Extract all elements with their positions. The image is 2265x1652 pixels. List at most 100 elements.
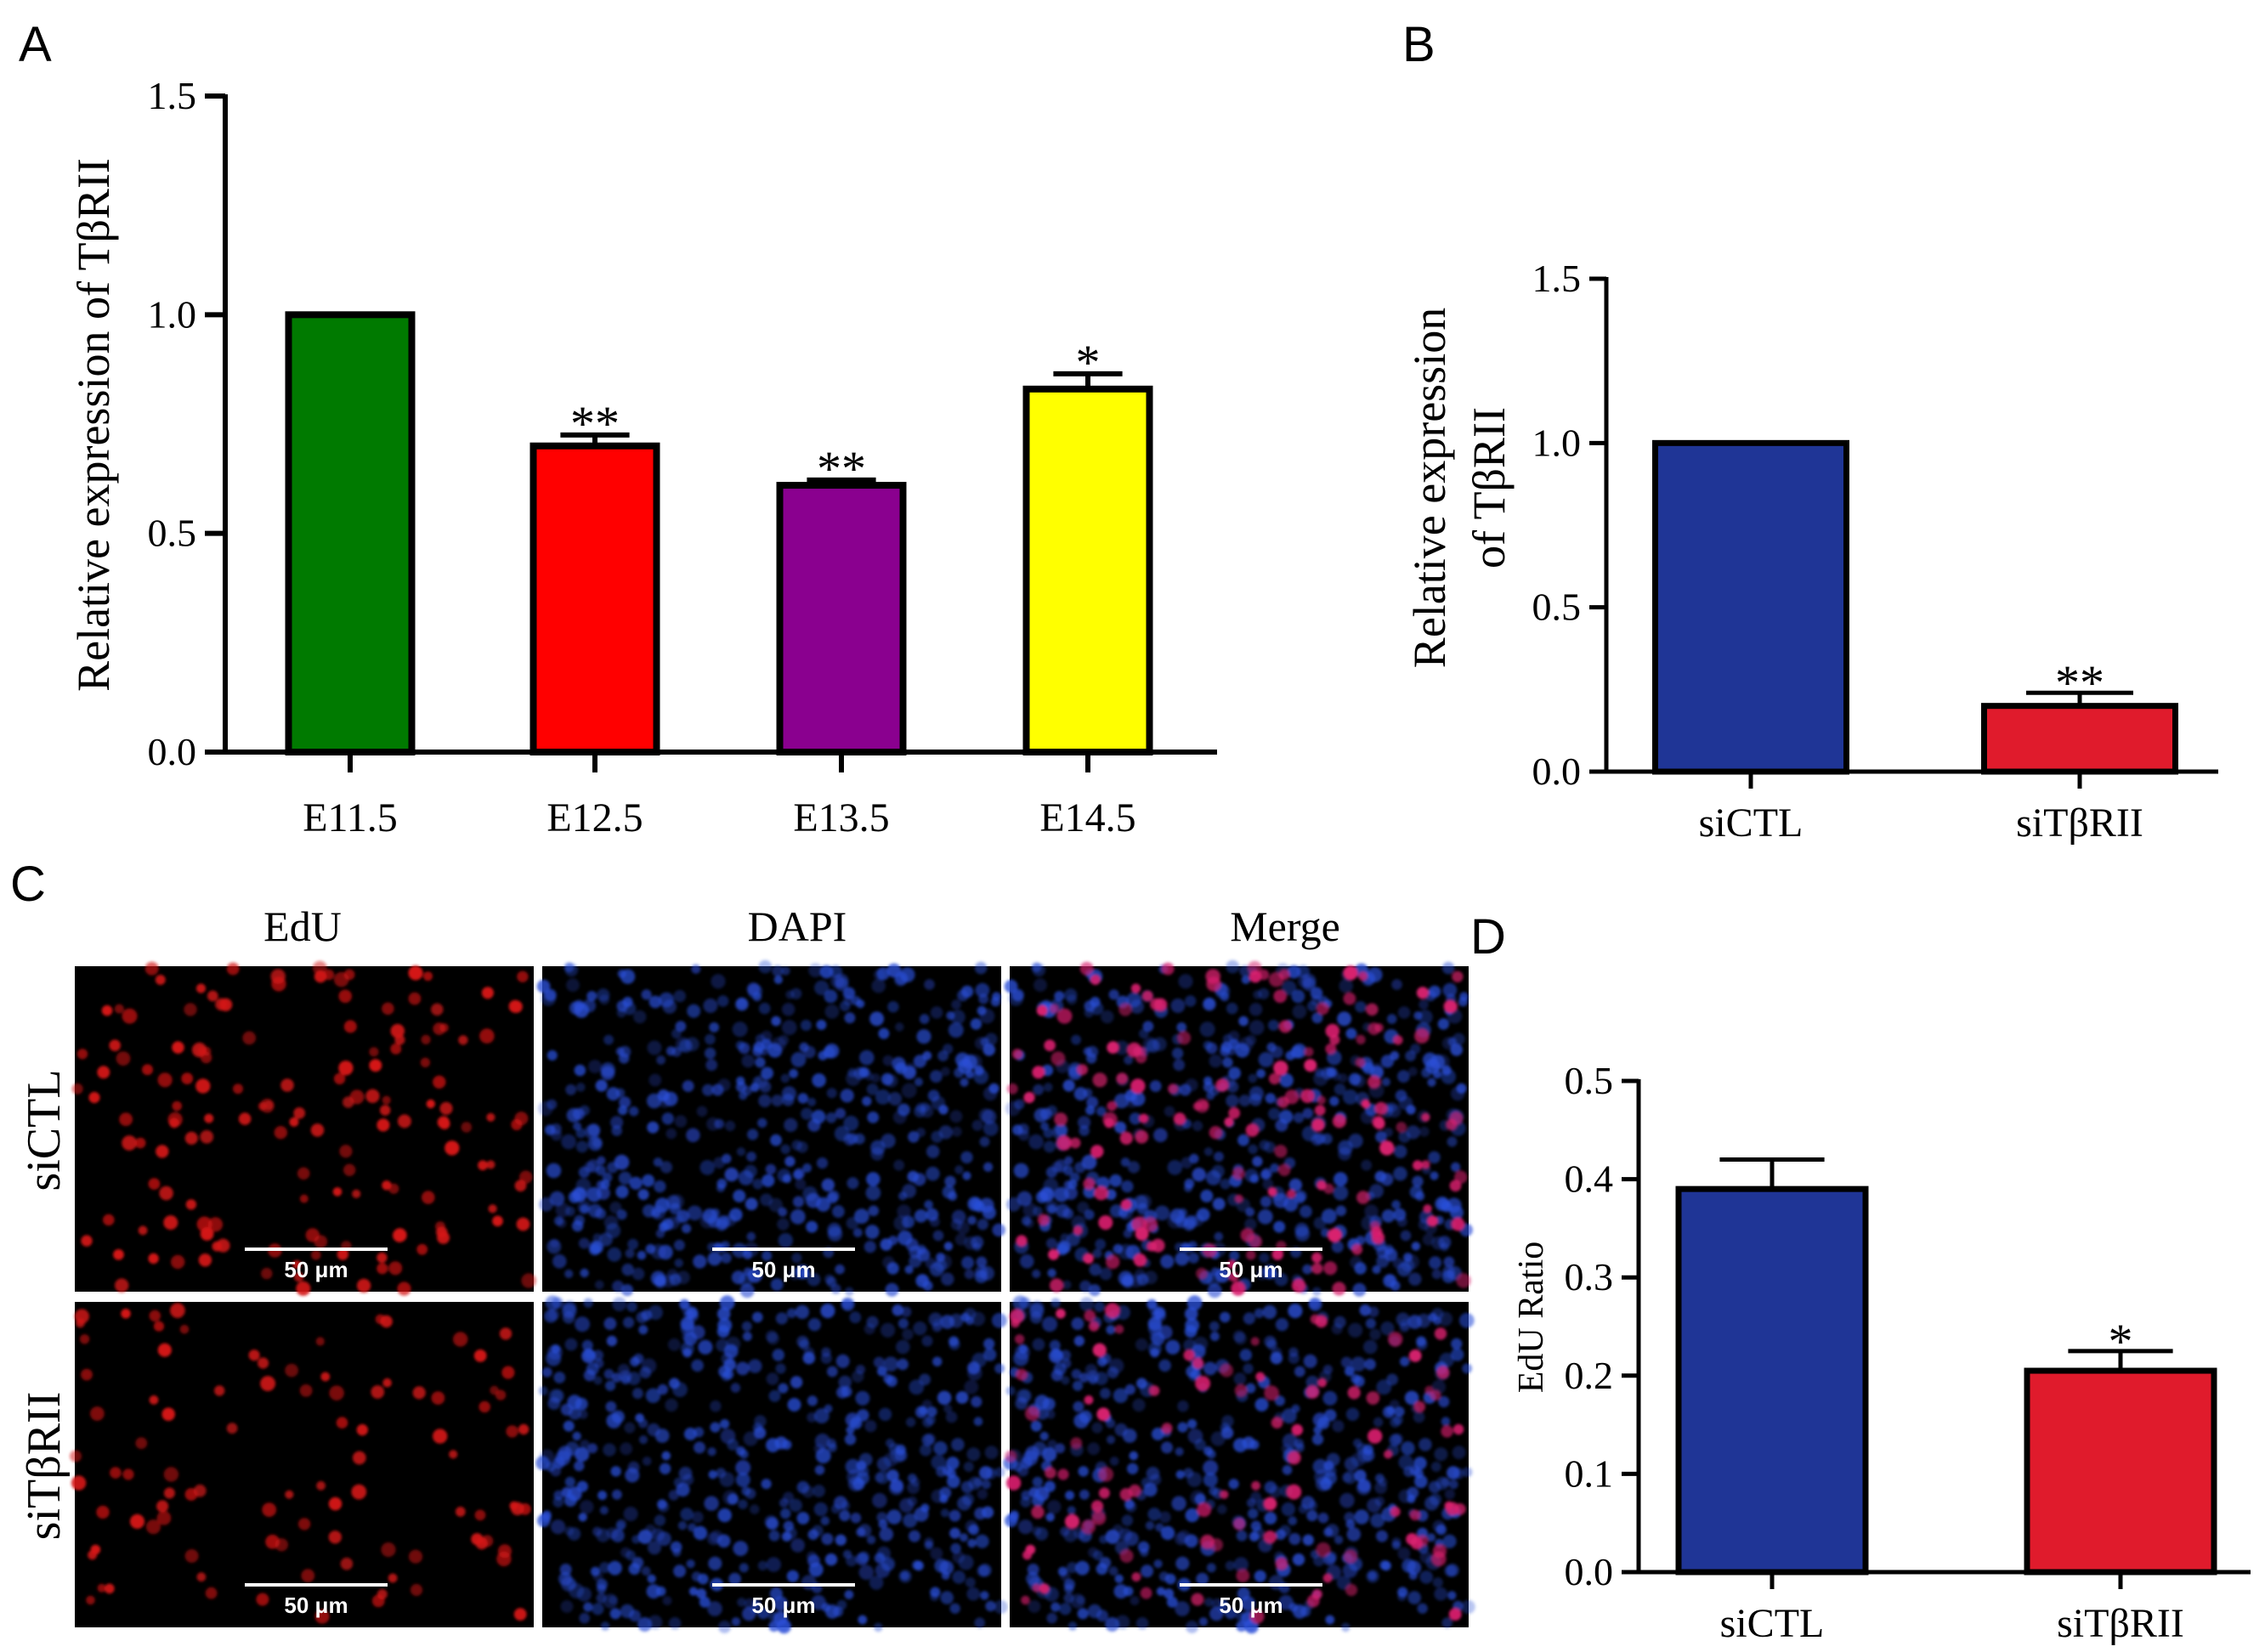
nucleus-edu bbox=[144, 961, 159, 976]
nucleus-edu bbox=[1073, 1225, 1083, 1236]
nucleus-edu bbox=[1361, 1099, 1370, 1109]
nucleus-edu bbox=[1277, 1096, 1289, 1108]
nucleus-edu bbox=[170, 1303, 185, 1318]
nucleus-dapi bbox=[839, 1509, 851, 1522]
nucleus-edu bbox=[97, 1066, 110, 1079]
nucleus-edu bbox=[1456, 1273, 1471, 1288]
nucleus-edu bbox=[351, 1484, 367, 1500]
nucleus-dapi bbox=[982, 1044, 995, 1056]
nucleus-dapi bbox=[1236, 1530, 1248, 1542]
nucleus-dapi bbox=[1226, 1002, 1238, 1015]
nucleus-dapi bbox=[1398, 1095, 1413, 1111]
nucleus-dapi bbox=[845, 1458, 861, 1474]
nucleus-dapi bbox=[1312, 1287, 1322, 1297]
nucleus-dapi bbox=[623, 1316, 635, 1328]
nucleus-dapi bbox=[895, 1022, 904, 1032]
nucleus-dapi bbox=[983, 1162, 994, 1172]
nucleus-dapi bbox=[1418, 1010, 1433, 1025]
nucleus-dapi bbox=[1071, 1369, 1082, 1379]
nucleus-edu bbox=[205, 1587, 218, 1599]
scale-bar-label: 50 μm bbox=[284, 1593, 348, 1618]
nucleus-dapi bbox=[1322, 1365, 1333, 1375]
nucleus-dapi bbox=[1005, 1386, 1016, 1396]
nucleus-dapi bbox=[1376, 1254, 1390, 1268]
nucleus-dapi bbox=[696, 1106, 708, 1117]
nucleus-edu bbox=[1131, 1572, 1141, 1582]
nucleus-dapi bbox=[1008, 991, 1024, 1006]
nucleus-edu bbox=[285, 1363, 298, 1378]
chart-b-ytick-label: 1.5 bbox=[1532, 257, 1582, 300]
nucleus-dapi bbox=[820, 1304, 835, 1319]
nucleus-dapi bbox=[802, 1186, 818, 1202]
nucleus-dapi bbox=[931, 1130, 943, 1143]
nucleus-dapi bbox=[1166, 1596, 1178, 1608]
nucleus-edu bbox=[1332, 1281, 1346, 1296]
nucleus-edu bbox=[1038, 1214, 1050, 1226]
nucleus-dapi bbox=[807, 1395, 818, 1406]
nucleus-dapi bbox=[1246, 1498, 1256, 1508]
nucleus-edu bbox=[343, 1020, 357, 1033]
nucleus-edu bbox=[1227, 1259, 1237, 1270]
nucleus-dapi bbox=[1241, 975, 1250, 984]
nucleus-edu bbox=[296, 1281, 311, 1296]
nucleus-dapi bbox=[992, 1223, 1005, 1237]
nucleus-dapi bbox=[1129, 1112, 1141, 1125]
nucleus-dapi bbox=[699, 1160, 716, 1175]
nucleus-dapi bbox=[1397, 1070, 1410, 1083]
nucleus-dapi bbox=[648, 1073, 662, 1087]
nucleus-edu bbox=[1393, 1035, 1403, 1045]
nucleus-edu bbox=[297, 1167, 310, 1180]
nucleus-dapi bbox=[743, 1267, 752, 1276]
nucleus-edu bbox=[343, 1096, 354, 1108]
nucleus-dapi bbox=[1374, 1170, 1387, 1183]
nucleus-dapi bbox=[802, 1163, 812, 1173]
nucleus-dapi bbox=[603, 1443, 616, 1457]
nucleus-dapi bbox=[1147, 1316, 1162, 1332]
nucleus-dapi bbox=[878, 1027, 890, 1039]
nucleus-dapi bbox=[944, 1175, 956, 1187]
nucleus-dapi bbox=[941, 1066, 950, 1077]
nucleus-dapi bbox=[1398, 1455, 1413, 1470]
nucleus-dapi bbox=[952, 1570, 965, 1584]
nucleus-dapi bbox=[1061, 1376, 1070, 1385]
nucleus-dapi bbox=[967, 1366, 982, 1381]
nucleus-edu bbox=[1231, 1281, 1246, 1296]
nucleus-dapi bbox=[1365, 1318, 1376, 1329]
nucleus-edu bbox=[1444, 1501, 1454, 1511]
nucleus-dapi bbox=[1165, 1339, 1181, 1355]
nucleus-dapi bbox=[605, 1380, 616, 1391]
nucleus-edu bbox=[1130, 1078, 1146, 1094]
nucleus-dapi bbox=[1407, 1315, 1422, 1329]
nucleus-dapi bbox=[1326, 1452, 1340, 1467]
nucleus-edu bbox=[138, 1225, 148, 1236]
nucleus-edu bbox=[1080, 1519, 1096, 1535]
nucleus-dapi bbox=[951, 999, 961, 1010]
nucleus-edu bbox=[1372, 1231, 1385, 1244]
nucleus-dapi bbox=[783, 1520, 795, 1531]
nucleus-dapi bbox=[781, 1003, 796, 1016]
nucleus-dapi bbox=[1332, 1420, 1345, 1433]
nucleus-edu bbox=[1273, 1061, 1288, 1076]
nucleus-dapi bbox=[807, 1412, 817, 1423]
nucleus-dapi bbox=[919, 1014, 930, 1024]
nucleus-dapi bbox=[658, 1501, 670, 1513]
nucleus-dapi bbox=[852, 1228, 863, 1237]
nucleus-edu bbox=[377, 1263, 388, 1275]
nucleus-dapi bbox=[985, 1032, 998, 1046]
nucleus-dapi bbox=[858, 1452, 873, 1467]
nucleus-dapi bbox=[830, 974, 845, 988]
nucleus-edu bbox=[1056, 1309, 1066, 1319]
nucleus-dapi bbox=[694, 1441, 705, 1454]
nucleus-dapi bbox=[720, 1419, 730, 1429]
nucleus-dapi bbox=[627, 1461, 640, 1474]
nucleus-edu bbox=[1083, 1178, 1096, 1190]
nucleus-dapi bbox=[967, 1197, 982, 1212]
nucleus-dapi bbox=[693, 1525, 708, 1541]
nucleus-dapi bbox=[1317, 1513, 1329, 1524]
nucleus-edu bbox=[516, 1217, 530, 1231]
nucleus-dapi bbox=[1153, 1559, 1163, 1569]
nucleus-dapi bbox=[883, 1356, 898, 1372]
nucleus-dapi bbox=[1226, 1094, 1239, 1107]
nucleus-dapi bbox=[901, 1083, 917, 1099]
nucleus-dapi bbox=[682, 1348, 693, 1358]
